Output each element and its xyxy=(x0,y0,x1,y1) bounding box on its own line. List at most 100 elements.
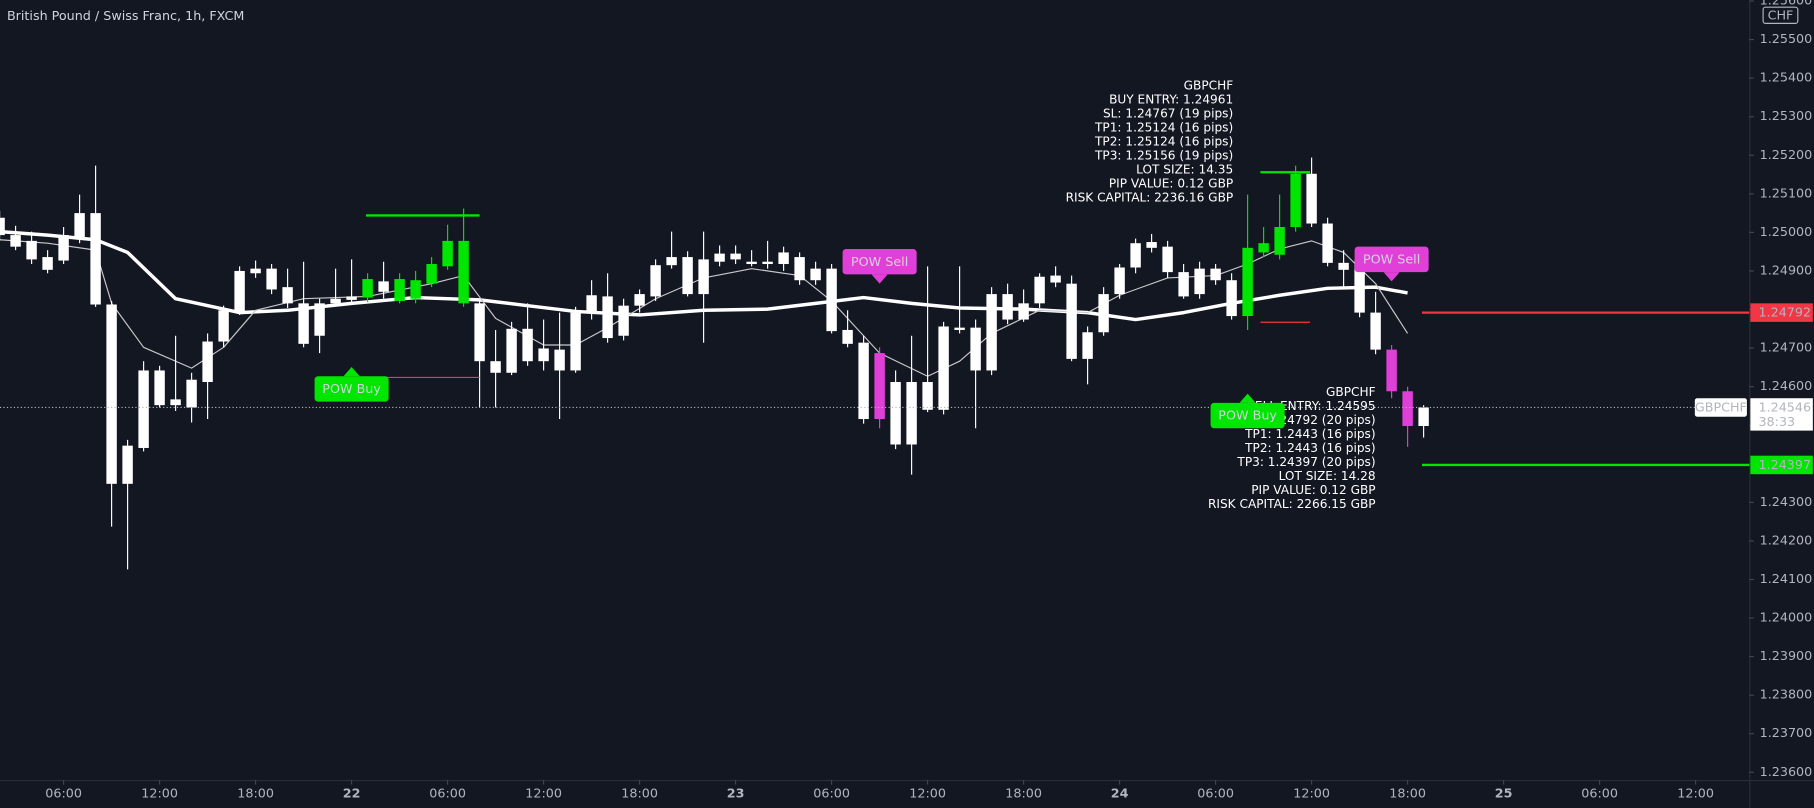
signal-info: PIP VALUE: 0.12 GBP xyxy=(1251,483,1375,497)
candle-body xyxy=(1226,280,1237,317)
candle-body xyxy=(1130,243,1141,268)
symbol-label: GBPCHF xyxy=(1695,400,1747,415)
candle-body xyxy=(858,342,869,420)
candle-body xyxy=(330,298,341,304)
candle-body xyxy=(410,280,421,299)
candle-body xyxy=(1162,246,1173,273)
signal-box xyxy=(1210,402,1285,429)
moving-average xyxy=(0,239,1409,377)
candle-body xyxy=(170,399,181,406)
candle-body xyxy=(218,310,229,342)
candle-body xyxy=(922,382,933,410)
candle-body xyxy=(938,326,949,410)
price-label-box xyxy=(1750,303,1813,322)
y-tick-label: 1.24700 xyxy=(1760,340,1813,355)
candle-body xyxy=(874,353,885,420)
x-tick-label: 06:00 xyxy=(1197,785,1234,800)
signal-pointer xyxy=(1383,272,1400,282)
signal-info: GBPCHF xyxy=(1326,385,1376,399)
candle-body xyxy=(298,303,309,344)
signal-info: TP3: 1.25156 (19 pips) xyxy=(1094,148,1233,162)
x-tick-label: 23 xyxy=(727,785,745,800)
y-tick-label: 1.24200 xyxy=(1760,532,1813,547)
signal-box xyxy=(842,248,917,275)
countdown: 38:33 xyxy=(1758,414,1795,429)
candle-body xyxy=(1066,283,1077,359)
signal-info: TP2: 1.25124 (16 pips) xyxy=(1094,134,1233,148)
signal-info: TP3: 1.24397 (20 pips) xyxy=(1236,455,1375,469)
candle-body xyxy=(266,268,277,290)
candle-body xyxy=(538,348,549,362)
signal-info: PIP VALUE: 0.12 GBP xyxy=(1109,176,1233,190)
x-tick-label: 12:00 xyxy=(1677,785,1714,800)
y-tick-label: 1.23700 xyxy=(1760,725,1813,740)
candle-body xyxy=(666,257,677,266)
currency-label: CHF xyxy=(1768,7,1794,22)
candle-body xyxy=(762,261,773,265)
candle-body xyxy=(634,294,645,306)
signal-label: POW Sell xyxy=(1363,251,1420,266)
signal-info: LOT SIZE: 14.28 xyxy=(1279,469,1376,483)
candle-body xyxy=(1322,223,1333,263)
candle-body xyxy=(842,329,853,344)
signal-label: POW Buy xyxy=(322,381,381,396)
candle-body xyxy=(554,349,565,371)
y-tick-label: 1.25100 xyxy=(1760,185,1813,200)
candle-body xyxy=(90,213,101,305)
last-price-label: 1.24546 xyxy=(1758,400,1811,415)
candle-body xyxy=(1258,243,1269,253)
chart-title: British Pound / Swiss Franc, 1h, FXCM xyxy=(7,8,244,23)
signal-label: POW Buy xyxy=(1218,408,1277,423)
candle-body xyxy=(954,327,965,330)
signal-pointer xyxy=(871,274,888,284)
x-tick-label: 22 xyxy=(343,785,361,800)
y-tick-label: 1.25500 xyxy=(1760,31,1813,46)
axes: 1.25600 1.25500 1.25400 1.25300 1.25200 1.251… xyxy=(45,0,1813,800)
candle-body xyxy=(970,327,981,371)
candle-body xyxy=(442,240,453,267)
candle-body xyxy=(234,270,245,313)
y-tick-label: 1.24600 xyxy=(1760,378,1813,393)
x-tick-label: 18:00 xyxy=(237,785,274,800)
candle-body xyxy=(1290,173,1301,227)
candle-body xyxy=(586,295,597,313)
candle-body xyxy=(1002,294,1013,320)
candle-body xyxy=(282,287,293,304)
signal-info: SL: 1.24767 (19 pips) xyxy=(1103,106,1233,120)
candle-body xyxy=(474,303,485,362)
y-tick-label: 1.25000 xyxy=(1760,224,1813,239)
signal-pointer xyxy=(1239,393,1256,403)
candle-body xyxy=(1082,332,1093,359)
x-tick-label: 18:00 xyxy=(1005,785,1042,800)
candle-body xyxy=(26,240,37,260)
candle-body xyxy=(10,235,21,247)
candle-body xyxy=(1418,407,1429,426)
candle-body xyxy=(1354,260,1365,313)
y-tick-label: 1.25300 xyxy=(1760,108,1813,123)
x-tick-label: 12:00 xyxy=(1293,785,1330,800)
x-tick-label: 06:00 xyxy=(813,785,850,800)
candle-body xyxy=(122,445,133,484)
candle-body xyxy=(362,279,373,298)
candle-body xyxy=(1242,247,1253,317)
y-tick-label: 1.24000 xyxy=(1760,610,1813,625)
signal-info: TP1: 1.2443 (16 pips) xyxy=(1244,427,1375,441)
last-price-box xyxy=(1750,398,1813,431)
signal-info: RISK CAPITAL: 2266.15 GBP xyxy=(1208,497,1376,511)
signal-info: GBPCHF xyxy=(1184,78,1234,92)
y-tick-label: 1.24300 xyxy=(1760,494,1813,509)
candle-body xyxy=(506,328,517,373)
candle-body xyxy=(250,268,261,274)
candle-body xyxy=(826,268,837,332)
signal-box xyxy=(314,376,389,402)
candle-body xyxy=(1050,275,1061,283)
candle-body xyxy=(1402,391,1413,426)
x-tick-label: 18:00 xyxy=(621,785,658,800)
candle-body xyxy=(906,382,917,445)
currency-box xyxy=(1762,6,1799,24)
candle-body xyxy=(394,279,405,302)
candle-body xyxy=(1306,173,1317,224)
moving-average xyxy=(0,229,1408,322)
x-tick-label: 12:00 xyxy=(525,785,562,800)
